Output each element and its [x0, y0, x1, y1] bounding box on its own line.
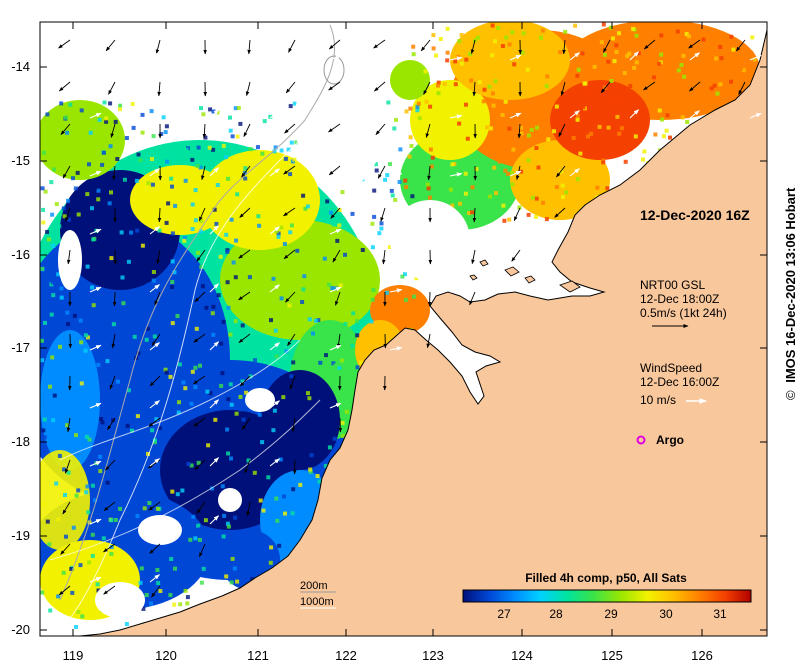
- islands: [469, 259, 581, 293]
- lat-tick-label: -15: [11, 153, 30, 168]
- lon-tick-label: 120: [155, 648, 177, 663]
- colorbar-label: 28: [549, 607, 563, 621]
- colorbar-label: 31: [713, 607, 727, 621]
- axis-ticks: [40, 22, 767, 636]
- lon-tick-label: 121: [247, 648, 269, 663]
- wind-scale: 10 m/s: [640, 393, 676, 407]
- colorbar-label: 29: [604, 607, 618, 621]
- wind-time: 12-Dec 16:00Z: [640, 375, 719, 389]
- lon-tick-label: 119: [63, 648, 84, 663]
- current-time: 12-Dec 18:00Z: [640, 292, 719, 306]
- argo-legend: Argo: [636, 433, 684, 447]
- wind-legend: WindSpeed 12-Dec 16:00Z 10 m/s: [640, 361, 719, 407]
- colorbar-label: 30: [659, 607, 673, 621]
- current-source: NRT00 GSL: [640, 278, 705, 292]
- imos-credit: © IMOS 16-Dec-2020 13:06 Hobart: [783, 188, 798, 400]
- map-frame: [39, 21, 768, 637]
- wind-title: WindSpeed: [640, 361, 702, 375]
- lon-tick-label: 123: [422, 648, 444, 663]
- copyright-icon: ©: [783, 390, 798, 400]
- lat-tick-label: -17: [11, 340, 30, 355]
- bathymetry-legend: 200m 1000m: [300, 580, 336, 609]
- latitude-axis: -14 -15 -16 -17 -18 -19 -20: [11, 59, 30, 637]
- current-scale: 0.5m/s (1kt 24h): [640, 306, 727, 320]
- lon-tick-label: 126: [691, 648, 713, 663]
- colorbar: Filled 4h comp, p50, All Sats 27 28 29 3…: [462, 571, 752, 621]
- colorbar-label: 27: [497, 607, 511, 621]
- lat-tick-label: -19: [11, 528, 30, 543]
- imos-credit-text: IMOS 16-Dec-2020 13:06 Hobart: [783, 187, 798, 383]
- longitude-axis: 119 120 121 122 123 124 125 126: [63, 648, 713, 663]
- timestamp-label: 12-Dec-2020 16Z: [640, 207, 750, 223]
- land-mass: [74, 29, 767, 636]
- colorbar-ramp: [462, 589, 752, 603]
- lon-tick-label: 124: [511, 648, 533, 663]
- contour-200m-label: 200m: [300, 580, 328, 592]
- lat-tick-label: -20: [11, 622, 30, 637]
- lat-tick-label: -16: [11, 247, 30, 262]
- wind-vectors: [89, 51, 762, 583]
- current-vectors: [58, 39, 746, 598]
- contour-1000m-label: 1000m: [300, 596, 334, 608]
- argo-marker-icon: [636, 435, 646, 445]
- argo-label: Argo: [656, 433, 684, 447]
- current-legend: NRT00 GSL 12-Dec 18:00Z 0.5m/s (1kt 24h): [640, 278, 727, 328]
- colorbar-title: Filled 4h comp, p50, All Sats: [525, 571, 687, 585]
- lat-tick-label: -14: [11, 59, 30, 74]
- lon-tick-label: 125: [601, 648, 623, 663]
- lat-tick-label: -18: [11, 434, 30, 449]
- lon-tick-label: 122: [335, 648, 357, 663]
